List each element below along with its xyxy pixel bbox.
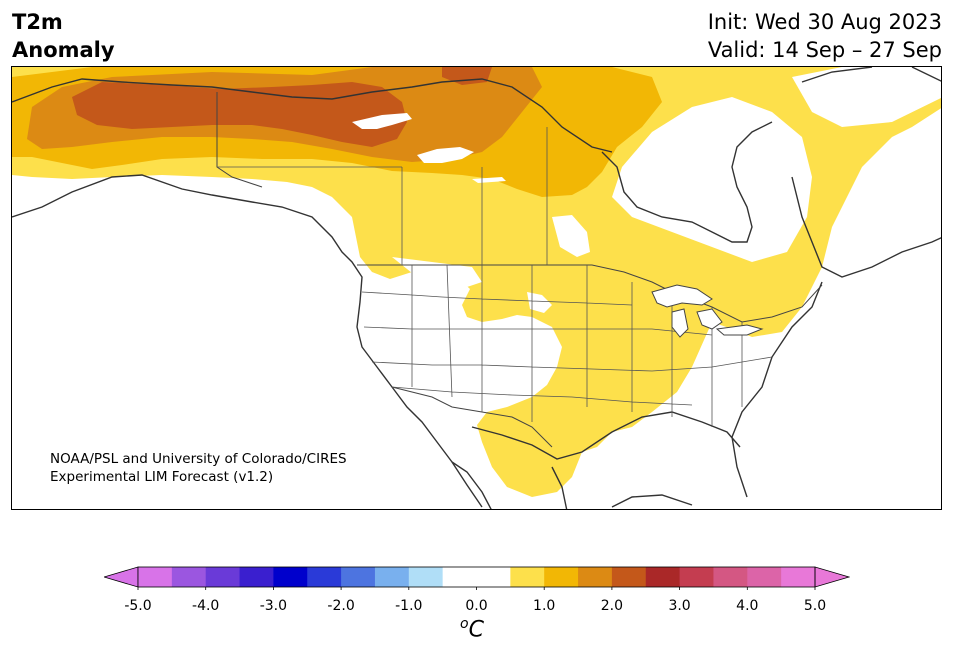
- title-line-1: T2m: [12, 10, 63, 34]
- credit-line-2: Experimental LIM Forecast (v1.2): [50, 469, 274, 485]
- colorbar-tick-label: -2.0: [327, 598, 355, 614]
- colorbar-unit: oC: [460, 616, 484, 642]
- colorbar-tick-label: -1.0: [395, 598, 423, 614]
- colorbar: [102, 564, 851, 594]
- colorbar-swatch: [442, 567, 477, 587]
- credit-line-1: NOAA/PSL and University of Colorado/CIRE…: [50, 451, 347, 467]
- colorbar-swatch: [205, 567, 241, 587]
- colorbar-swatches: [102, 566, 851, 591]
- colorbar-tick-label: 5.0: [803, 598, 827, 614]
- neutral-gap-3: [552, 215, 590, 257]
- colorbar-swatch: [544, 567, 579, 587]
- unit-celsius: C: [468, 617, 484, 643]
- colorbar-swatch: [374, 567, 410, 587]
- coastline-greenland: [801, 67, 941, 83]
- colorbar-swatch: [781, 567, 816, 587]
- colorbar-swatch: [578, 567, 613, 587]
- colorbar-swatch: [611, 567, 647, 587]
- colorbar-swatch: [747, 567, 782, 587]
- colorbar-tick-label: 3.0: [668, 598, 691, 614]
- forecast-dates: Init: Wed 30 Aug 2023 Valid: 14 Sep – 27…: [708, 8, 942, 64]
- colorbar-extend-min: [102, 566, 139, 588]
- colorbar-tick-label: 0.0: [465, 598, 488, 614]
- colorbar-swatch: [239, 567, 274, 587]
- lake-athabasca: [472, 177, 506, 183]
- colorbar-swatch: [510, 567, 545, 587]
- colorbar-swatch: [171, 567, 207, 587]
- colorbar-swatch: [476, 567, 511, 587]
- colorbar-swatch: [273, 567, 308, 587]
- colorbar-tick-label: 1.0: [533, 598, 556, 614]
- coastline-east: [731, 176, 941, 498]
- colorbar-swatch: [307, 567, 342, 587]
- colorbar-swatch: [645, 567, 681, 587]
- colorbar-tick-label: -4.0: [192, 598, 220, 614]
- border-alaska: [216, 92, 263, 188]
- unit-degree: o: [460, 616, 469, 632]
- great-bear-lake: [352, 113, 412, 129]
- great-slave-lake: [417, 147, 474, 163]
- border-canada-us: [357, 264, 823, 323]
- colorbar-swatch: [138, 567, 173, 587]
- coastline-mexico: [451, 461, 693, 509]
- colorbar-tick-label: 4.0: [736, 598, 759, 614]
- map-credit: NOAA/PSL and University of Colorado/CIRE…: [50, 450, 347, 486]
- colorbar-swatch: [679, 567, 714, 587]
- init-date: Init: Wed 30 Aug 2023: [707, 10, 942, 34]
- great-lakes: [651, 284, 764, 338]
- coastline-hudson: [601, 121, 773, 243]
- anomaly-map: NOAA/PSL and University of Colorado/CIRE…: [11, 66, 942, 510]
- neutral-region-northeast: [612, 97, 812, 262]
- neutral-region-greenland: [792, 67, 941, 127]
- map-canvas: [12, 67, 941, 509]
- state-lines: [217, 127, 773, 427]
- coastline-west: [12, 174, 483, 508]
- colorbar-tick-label: -3.0: [259, 598, 288, 614]
- colorbar-swatch: [408, 567, 444, 587]
- colorbar-swatch: [341, 567, 376, 587]
- coastline-arctic: [12, 78, 613, 153]
- map-title: T2m Anomaly: [12, 8, 115, 64]
- coastline-gulf: [471, 411, 741, 460]
- colorbar-tick-label: -5.0: [124, 598, 152, 614]
- colorbar-extend-max: [814, 566, 851, 588]
- colorbar-tick-label: 2.0: [600, 598, 624, 614]
- title-line-2: Anomaly: [12, 38, 115, 62]
- colorbar-swatch: [713, 567, 748, 587]
- neutral-gap-2: [527, 292, 552, 313]
- valid-range: Valid: 14 Sep – 27 Sep: [707, 38, 942, 62]
